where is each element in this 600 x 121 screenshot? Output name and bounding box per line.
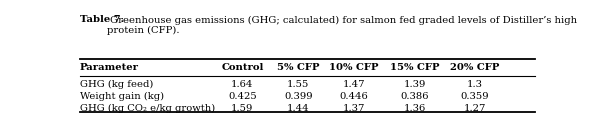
Text: 1.55: 1.55 <box>287 80 310 89</box>
Text: 1.39: 1.39 <box>403 80 425 89</box>
Text: Parameter: Parameter <box>80 63 139 72</box>
Text: GHG (kg CO₂ e/kg growth): GHG (kg CO₂ e/kg growth) <box>80 104 215 113</box>
Text: 1.64: 1.64 <box>231 80 254 89</box>
Text: 15% CFP: 15% CFP <box>390 63 439 72</box>
Text: 10% CFP: 10% CFP <box>329 63 379 72</box>
Text: 0.425: 0.425 <box>228 92 257 101</box>
Text: 5% CFP: 5% CFP <box>277 63 319 72</box>
Text: GHG (kg feed): GHG (kg feed) <box>80 80 153 89</box>
Text: 1.27: 1.27 <box>464 104 486 113</box>
Text: 1.37: 1.37 <box>343 104 365 113</box>
Text: 0.359: 0.359 <box>461 92 489 101</box>
Text: 0.399: 0.399 <box>284 92 313 101</box>
Text: 1.36: 1.36 <box>403 104 425 113</box>
Text: 1.3: 1.3 <box>467 80 483 89</box>
Text: Control: Control <box>221 63 263 72</box>
Text: Greenhouse gas emissions (GHG; calculated) for salmon fed graded levels of Disti: Greenhouse gas emissions (GHG; calculate… <box>107 15 577 35</box>
Text: 1.47: 1.47 <box>343 80 365 89</box>
Text: 0.446: 0.446 <box>340 92 368 101</box>
Text: 1.44: 1.44 <box>287 104 310 113</box>
Text: 20% CFP: 20% CFP <box>450 63 500 72</box>
Text: 1.59: 1.59 <box>231 104 254 113</box>
Text: 0.386: 0.386 <box>400 92 428 101</box>
Text: Table 7.: Table 7. <box>80 15 124 24</box>
Text: Weight gain (kg): Weight gain (kg) <box>80 92 164 101</box>
